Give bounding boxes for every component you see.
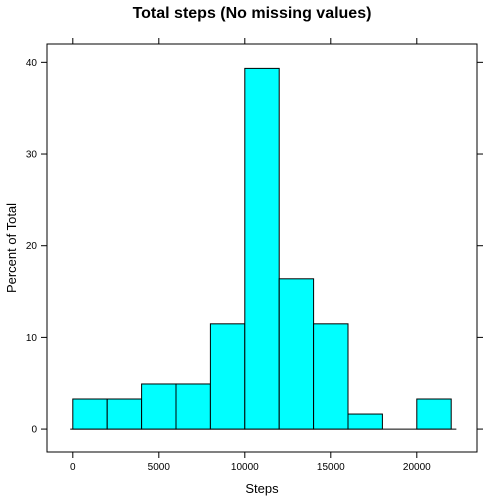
y-tick-label: 10 <box>26 333 38 344</box>
chart-title: Total steps (No missing values) <box>133 5 372 22</box>
histogram-bar <box>72 398 108 430</box>
x-tick-label: 20000 <box>403 462 431 473</box>
x-axis: 0 5000 10000 15000 20000 <box>70 38 431 473</box>
histogram-bar <box>278 278 315 430</box>
y-tick-label: 0 <box>31 425 37 436</box>
x-tick-label: 5000 <box>148 462 171 473</box>
x-tick-label: 15000 <box>317 462 345 473</box>
histogram-bar <box>313 323 349 430</box>
bars-group <box>70 67 457 430</box>
histogram-bar <box>175 383 211 430</box>
x-axis-label: Steps <box>245 481 279 496</box>
histogram-bar <box>347 413 383 430</box>
histogram-bar <box>141 383 177 430</box>
histogram-bar <box>106 398 143 430</box>
histogram-bar <box>416 398 452 430</box>
histogram-bar <box>209 323 246 430</box>
x-tick-label: 10000 <box>231 462 259 473</box>
y-tick-label: 40 <box>26 58 38 69</box>
y-tick-label: 30 <box>26 150 38 161</box>
y-axis-label: Percent of Total <box>4 203 19 293</box>
plot-frame <box>46 43 478 453</box>
y-tick-label: 20 <box>26 241 38 252</box>
y-axis: 0 10 20 30 40 <box>26 58 483 436</box>
x-tick-label: 0 <box>70 462 76 473</box>
histogram-bar <box>244 67 280 430</box>
